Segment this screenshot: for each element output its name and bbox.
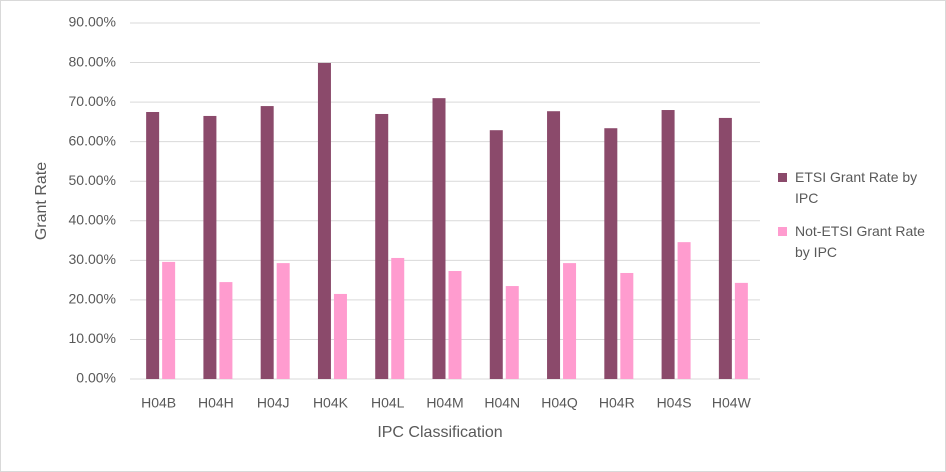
legend-swatch <box>778 227 787 236</box>
y-tick-label: 0.00% <box>76 370 116 386</box>
x-tick-label: H04L <box>371 395 405 411</box>
bar <box>563 263 577 379</box>
x-tick-label: H04S <box>657 395 692 411</box>
y-tick-label: 80.00% <box>69 53 116 69</box>
x-axis-title: IPC Classification <box>377 424 502 441</box>
bar <box>448 271 462 379</box>
bar <box>604 128 618 379</box>
x-tick-label: H04Q <box>541 395 578 411</box>
bar <box>547 111 561 379</box>
x-tick-label: H04K <box>313 395 349 411</box>
y-tick-label: 70.00% <box>69 93 116 109</box>
bar <box>432 98 446 380</box>
x-tick-label: H04R <box>599 395 635 411</box>
bar <box>260 106 274 380</box>
x-tick-label: H04H <box>198 395 234 411</box>
y-tick-label: 20.00% <box>69 291 116 307</box>
legend-label: ETSI Grant Rate by IPC <box>795 169 918 206</box>
bar <box>718 117 732 379</box>
x-tick-label: H04M <box>426 395 463 411</box>
bar <box>661 110 675 380</box>
bar <box>375 113 389 379</box>
y-tick-label: 30.00% <box>69 251 116 267</box>
legend-label: Not-ETSI Grant Rate by IPC <box>795 223 925 260</box>
legend-item: ETSI Grant Rate by IPC <box>778 167 928 209</box>
y-tick-label: 50.00% <box>69 172 116 188</box>
bar <box>489 130 503 379</box>
bar <box>146 112 160 379</box>
y-tick-label: 90.00% <box>69 14 116 30</box>
y-tick-label: 60.00% <box>69 132 116 148</box>
bar <box>734 282 748 379</box>
y-tick-label: 40.00% <box>69 211 116 227</box>
x-tick-label: H04W <box>712 395 752 411</box>
bar <box>219 282 233 379</box>
bar <box>162 261 176 379</box>
y-axis-title: Grant Rate <box>33 162 50 240</box>
bar <box>620 272 634 379</box>
x-tick-label: H04N <box>484 395 520 411</box>
bar <box>677 242 691 379</box>
bar <box>391 257 405 379</box>
x-tick-label: H04J <box>257 395 290 411</box>
bar <box>276 263 290 379</box>
bar <box>203 115 217 379</box>
y-tick-label: 10.00% <box>69 330 116 346</box>
bar <box>333 293 347 379</box>
legend-swatch <box>778 173 787 182</box>
bar <box>505 286 519 379</box>
x-tick-label: H04B <box>141 395 176 411</box>
legend-item: Not-ETSI Grant Rate by IPC <box>778 221 928 263</box>
bar <box>317 62 331 379</box>
